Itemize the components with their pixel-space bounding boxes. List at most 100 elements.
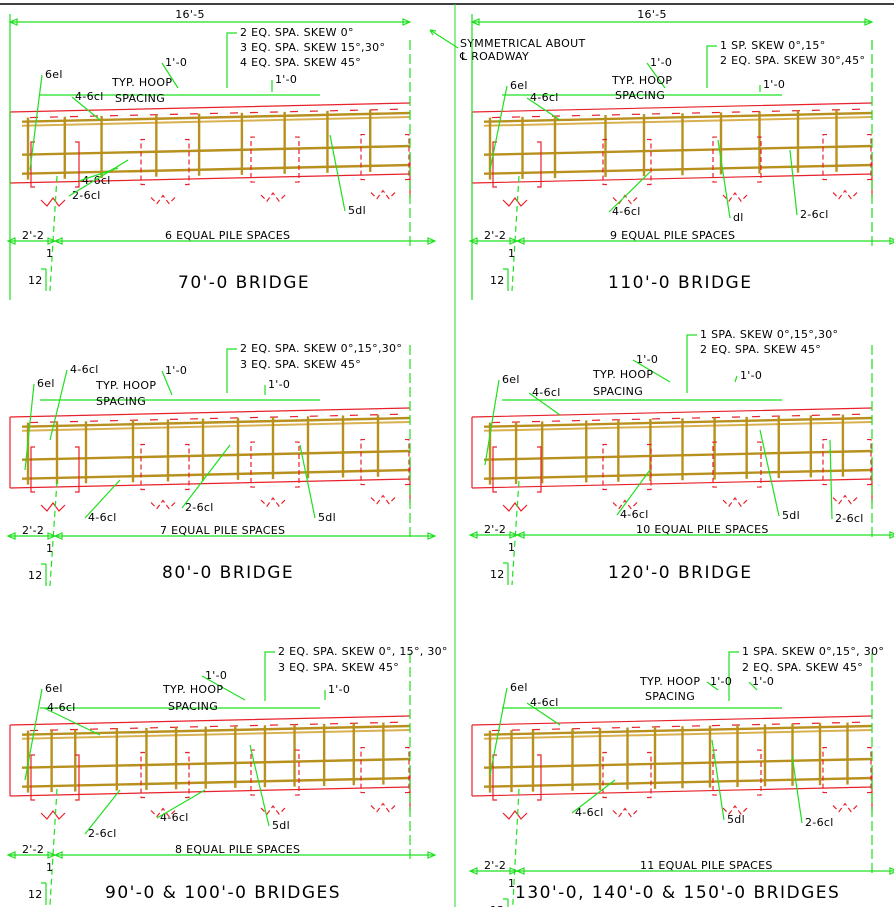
pile [140, 443, 190, 510]
longitudinal-bar [21, 116, 411, 127]
beam-outline [471, 715, 873, 797]
callout: 5dl [348, 204, 366, 217]
beam-outline [9, 407, 411, 489]
callout: 2-6cl [805, 816, 834, 829]
leader [84, 789, 121, 835]
leader [484, 379, 500, 466]
leader [49, 369, 68, 441]
pile [492, 754, 542, 820]
callout: 1'-0 [740, 369, 762, 382]
leader [616, 469, 651, 516]
top-dimension [470, 14, 874, 300]
leader [29, 74, 43, 171]
dimension-line [468, 237, 894, 245]
leader [748, 681, 758, 691]
beam-outline [471, 407, 873, 489]
panel-title: 80'-0 BRIDGE [162, 563, 294, 583]
panel-title: 70'-0 BRIDGE [178, 273, 310, 293]
note-leader [728, 651, 739, 701]
pile [602, 751, 652, 818]
callout: TYP. HOOP [592, 368, 653, 381]
slope-tick [503, 898, 509, 907]
end-dim: 2'-2 [22, 524, 44, 537]
skew-note: 2 EQ. SPA. SKEW 0° [240, 26, 354, 39]
pile-spaces: 9 EQUAL PILE SPACES [610, 229, 735, 242]
callout: 6el [45, 68, 63, 81]
top-dimension [8, 14, 412, 300]
longitudinal-bar [483, 416, 873, 428]
skew-note: 1 SPA. SKEW 0°,15°,30° [700, 328, 838, 341]
callout: SPACING [96, 395, 146, 408]
skew-note: 1 SP. SKEW 0°,15° [720, 39, 826, 52]
pile [712, 136, 762, 202]
callout: 4-6cl [532, 386, 561, 399]
skew-note: 2 EQ. SPA. SKEW 45° [742, 661, 863, 674]
pile [492, 446, 542, 512]
slope-tick [503, 562, 509, 585]
callout: 1'-0 [710, 675, 732, 688]
batter-line [511, 480, 520, 586]
pile [492, 141, 542, 207]
pile [712, 441, 762, 507]
pile [250, 136, 300, 202]
beam-top-dash [491, 413, 873, 424]
callout: 2-6cl [800, 208, 829, 221]
callout: TYP. HOOP [639, 675, 700, 688]
callout: 4-6cl [620, 508, 649, 521]
slope-rise: 1 [46, 861, 53, 874]
leader [608, 171, 651, 213]
callout: 1'-0 [165, 56, 187, 69]
callout: TYP. HOOP [111, 76, 172, 89]
leader [489, 85, 508, 171]
panel-title: 120'-0 BRIDGE [608, 563, 752, 583]
leader [299, 444, 316, 519]
symmetry-note: SYMMETRICAL ABOUT [460, 37, 585, 50]
callout: 6el [510, 79, 528, 92]
beam-top-dash [29, 413, 411, 424]
callout: TYP. HOOP [95, 379, 156, 392]
panel-title: 130'-0, 140'-0 & 150'-0 BRIDGES [515, 883, 840, 903]
longitudinal-bar [483, 729, 873, 740]
pile-spaces: 7 EQUAL PILE SPACES [160, 524, 285, 537]
callout: TYP. HOOP [611, 74, 672, 87]
dimension-line [6, 851, 437, 859]
panel-title: 90'-0 & 100'-0 BRIDGES [105, 883, 341, 903]
leader [84, 479, 121, 519]
callout: 1'-0 [205, 669, 227, 682]
longitudinal-bar [21, 144, 411, 156]
callout: 5dl [727, 813, 745, 826]
longitudinal-bar [21, 724, 411, 736]
callout: 2-6cl [88, 827, 117, 840]
callout: 6el [502, 373, 520, 386]
leader [526, 97, 561, 121]
leader [489, 687, 508, 776]
batter-line [512, 788, 520, 907]
callout: 4-6cl [70, 363, 99, 376]
pile [360, 133, 410, 200]
callout: 2-6cl [72, 189, 101, 202]
leader [528, 392, 561, 416]
pile [822, 438, 872, 505]
slope-run: 12 [28, 569, 43, 582]
pile [602, 138, 652, 205]
pile [140, 751, 190, 818]
leader [161, 62, 179, 89]
callout: 5dl [318, 511, 336, 524]
leader [68, 159, 129, 197]
callout: 5dl [272, 819, 290, 832]
longitudinal-bar [21, 757, 411, 769]
leader [201, 675, 246, 701]
leader [526, 702, 561, 726]
beam-top-dash [29, 108, 411, 119]
callout: 1'-0 [328, 683, 350, 696]
skew-note: 2 EQ. SPA. SKEW 0°,15°,30° [240, 342, 402, 355]
callout: 2-6cl [185, 501, 214, 514]
leader [161, 370, 173, 396]
note-leader [226, 32, 237, 88]
pile [140, 138, 190, 205]
slope-rise: 1 [46, 542, 53, 555]
pile-spaces: 8 EQUAL PILE SPACES [175, 843, 300, 856]
pile [602, 443, 652, 510]
longitudinal-bar [21, 468, 411, 480]
